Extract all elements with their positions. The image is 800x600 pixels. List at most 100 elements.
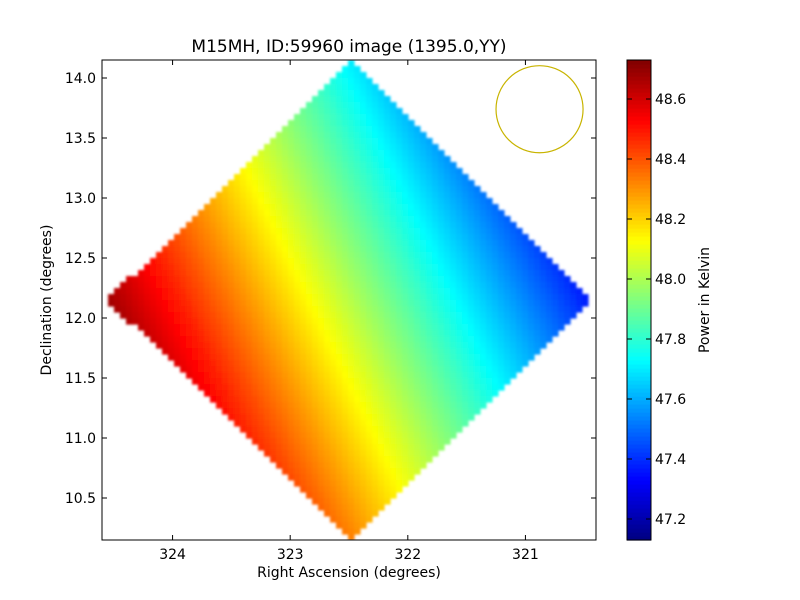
- heatmap-cell: [306, 144, 313, 151]
- heatmap-cell: [438, 402, 445, 409]
- heatmap-cell: [486, 246, 493, 253]
- heatmap-cell: [366, 252, 373, 259]
- heatmap-cell: [402, 450, 409, 457]
- heatmap-cell: [282, 414, 289, 421]
- heatmap-cell: [204, 282, 211, 289]
- heatmap-cell: [210, 276, 217, 283]
- heatmap-cell: [450, 384, 457, 391]
- heatmap-cell: [252, 306, 259, 313]
- colorbar-segment: [627, 384, 651, 389]
- heatmap-cell: [414, 300, 421, 307]
- heatmap-cell: [486, 306, 493, 313]
- heatmap-cell: [258, 288, 265, 295]
- heatmap-cell: [468, 414, 475, 421]
- heatmap-cell: [378, 90, 385, 97]
- heatmap-cell: [396, 408, 403, 415]
- heatmap-cell: [294, 252, 301, 259]
- heatmap-cell: [384, 288, 391, 295]
- heatmap-cell: [306, 234, 313, 241]
- heatmap-cell: [228, 246, 235, 253]
- heatmap-cell: [216, 306, 223, 313]
- heatmap-cell: [216, 318, 223, 325]
- heatmap-cell: [300, 468, 307, 475]
- heatmap-cell: [384, 414, 391, 421]
- heatmap-cell: [402, 234, 409, 241]
- heatmap-cell: [324, 210, 331, 217]
- heatmap-cell: [354, 270, 361, 277]
- heatmap-cell: [240, 198, 247, 205]
- colorbar-segment: [627, 452, 651, 457]
- heatmap-cell: [180, 288, 187, 295]
- heatmap-cell: [426, 402, 433, 409]
- heatmap-cell: [510, 360, 517, 367]
- heatmap-cell: [204, 222, 211, 229]
- heatmap-cell: [282, 156, 289, 163]
- heatmap-cell: [306, 300, 313, 307]
- heatmap-cell: [258, 192, 265, 199]
- heatmap-cell: [390, 474, 397, 481]
- heatmap-cell: [390, 294, 397, 301]
- heatmap-cell: [276, 168, 283, 175]
- heatmap-cell: [312, 342, 319, 349]
- heatmap-cell: [342, 78, 349, 85]
- heatmap-cell: [366, 354, 373, 361]
- heatmap-cell: [390, 108, 397, 115]
- heatmap-cell: [372, 300, 379, 307]
- heatmap-cell: [354, 294, 361, 301]
- heatmap-cell: [150, 318, 157, 325]
- heatmap-cell: [342, 372, 349, 379]
- heatmap-cell: [396, 138, 403, 145]
- heatmap-cell: [282, 426, 289, 433]
- heatmap-cell: [318, 144, 325, 151]
- heatmap-cell: [444, 378, 451, 385]
- heatmap-cell: [324, 192, 331, 199]
- heatmap-cell: [276, 210, 283, 217]
- heatmap-cell: [390, 156, 397, 163]
- colorbar-segment: [627, 292, 651, 297]
- heatmap-cell: [366, 414, 373, 421]
- heatmap-cell: [258, 240, 265, 247]
- heatmap-cell: [372, 156, 379, 163]
- heatmap-cell: [342, 474, 349, 481]
- heatmap-cell: [330, 432, 337, 439]
- heatmap-cell: [432, 162, 439, 169]
- heatmap-cell: [342, 348, 349, 355]
- heatmap-cell: [294, 450, 301, 457]
- heatmap-cell: [306, 156, 313, 163]
- heatmap-cell: [204, 318, 211, 325]
- heatmap-cell: [264, 186, 271, 193]
- heatmap-cell: [228, 234, 235, 241]
- heatmap-cell: [534, 258, 541, 265]
- heatmap-cell: [210, 384, 217, 391]
- heatmap-cell: [426, 264, 433, 271]
- heatmap-cell: [420, 240, 427, 247]
- heatmap-cell: [534, 252, 541, 259]
- heatmap-cell: [390, 426, 397, 433]
- heatmap-cell: [138, 300, 145, 307]
- heatmap-cell: [210, 288, 217, 295]
- heatmap-cell: [246, 276, 253, 283]
- heatmap-cell: [414, 360, 421, 367]
- heatmap-cell: [258, 366, 265, 373]
- heatmap-cell: [348, 510, 355, 517]
- heatmap-cell: [330, 162, 337, 169]
- heatmap-cell: [366, 402, 373, 409]
- heatmap-cell: [408, 294, 415, 301]
- heatmap-cell: [396, 198, 403, 205]
- heatmap-cell: [156, 258, 163, 265]
- heatmap-cell: [282, 132, 289, 139]
- heatmap-cell: [390, 438, 397, 445]
- heatmap-cell: [402, 186, 409, 193]
- heatmap-cell: [408, 414, 415, 421]
- heatmap-cell: [414, 462, 421, 469]
- heatmap-cell: [276, 402, 283, 409]
- heatmap-cell: [504, 294, 511, 301]
- heatmap-cell: [270, 300, 277, 307]
- heatmap-cell: [168, 288, 175, 295]
- colorbar-segment: [627, 476, 651, 481]
- y-tick-label: 11.0: [65, 431, 96, 447]
- heatmap-cell: [384, 240, 391, 247]
- heatmap-cell: [372, 450, 379, 457]
- heatmap-cell: [336, 330, 343, 337]
- heatmap-cell: [528, 246, 535, 253]
